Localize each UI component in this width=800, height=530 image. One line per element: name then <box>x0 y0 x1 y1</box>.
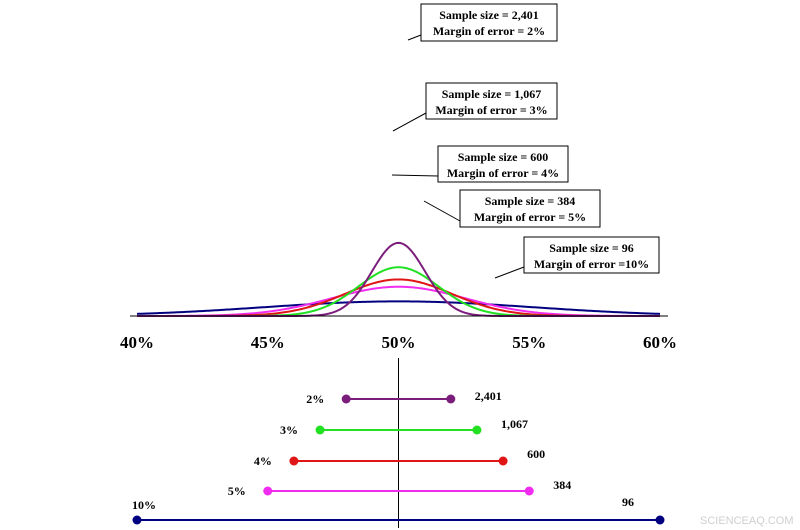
interval-high-point-2401 <box>446 394 456 404</box>
x-tick-label-45: 45% <box>251 333 285 352</box>
callout-leader-n-600 <box>391 174 439 177</box>
interval-margin-label-5pct: 5% <box>228 484 246 498</box>
callout-leader-n-384 <box>423 200 461 222</box>
interval-margin-label-2pct: 2% <box>306 392 324 406</box>
curve-callouts: Sample size = 2,401 Margin of error = 2% S… <box>391 3 660 279</box>
callout-sample-size-n-1067: Sample size = 1,067 <box>442 87 542 101</box>
callout-leader-n-96 <box>494 266 525 279</box>
x-tick-label-40: 40% <box>120 333 154 352</box>
interval-low-point-1067 <box>315 425 325 435</box>
interval-size-label-1067: 1,067 <box>501 417 528 431</box>
callout-margin-n-96: Margin of error =10% <box>534 257 649 271</box>
interval-high-point-600 <box>498 456 508 466</box>
callout-sample-size-n-384: Sample size = 384 <box>485 194 576 208</box>
interval-low-point-96 <box>132 515 142 525</box>
interval-size-label-600: 600 <box>527 447 545 461</box>
callout-margin-n-2401: Margin of error = 2% <box>433 24 545 38</box>
confidence-intervals: 2% 2,401 3% 1,067 4% 600 5% 384 10% 96 <box>132 358 665 528</box>
callout-sample-size-n-600: Sample size = 600 <box>458 150 549 164</box>
interval-size-label-2401: 2,401 <box>475 389 502 403</box>
interval-size-label-384: 384 <box>553 478 571 492</box>
callout-sample-size-n-2401: Sample size = 2,401 <box>439 8 539 22</box>
interval-low-point-384 <box>263 486 273 496</box>
callout-box-n-1067 <box>425 82 558 120</box>
interval-low-point-600 <box>289 456 299 466</box>
x-tick-label-55: 55% <box>512 333 546 352</box>
callout-margin-n-600: Margin of error = 4% <box>447 166 559 180</box>
callout-leader-n-2401 <box>407 34 422 41</box>
interval-margin-label-4pct: 4% <box>254 454 272 468</box>
curve-n-96 <box>136 300 661 315</box>
curve-n-1067 <box>137 266 660 317</box>
callout-margin-n-384: Margin of error = 5% <box>474 210 586 224</box>
x-tick-label-50: 50% <box>382 333 416 352</box>
callout-margin-n-1067: Margin of error = 3% <box>435 103 547 117</box>
interval-margin-label-3pct: 3% <box>280 423 298 437</box>
interval-low-point-2401 <box>341 394 351 404</box>
x-axis: 40% 45% 50% 55% 60% <box>120 315 677 352</box>
interval-margin-label-10pct: 10% <box>132 498 156 512</box>
callout-leader-n-1067 <box>392 112 427 132</box>
interval-size-label-96: 96 <box>622 495 634 509</box>
x-tick-label-60: 60% <box>643 333 677 352</box>
callout-sample-size-n-96: Sample size = 96 <box>549 241 634 255</box>
callout-box-n-384 <box>459 189 601 228</box>
callout-box-n-96 <box>523 236 660 274</box>
interval-high-point-1067 <box>472 425 482 435</box>
callout-box-n-600 <box>437 145 569 183</box>
interval-high-point-96 <box>655 515 665 525</box>
callout-box-n-2401 <box>420 3 558 42</box>
watermark: SCIENCEAQ.COM <box>700 515 794 527</box>
interval-high-point-384 <box>524 486 534 496</box>
